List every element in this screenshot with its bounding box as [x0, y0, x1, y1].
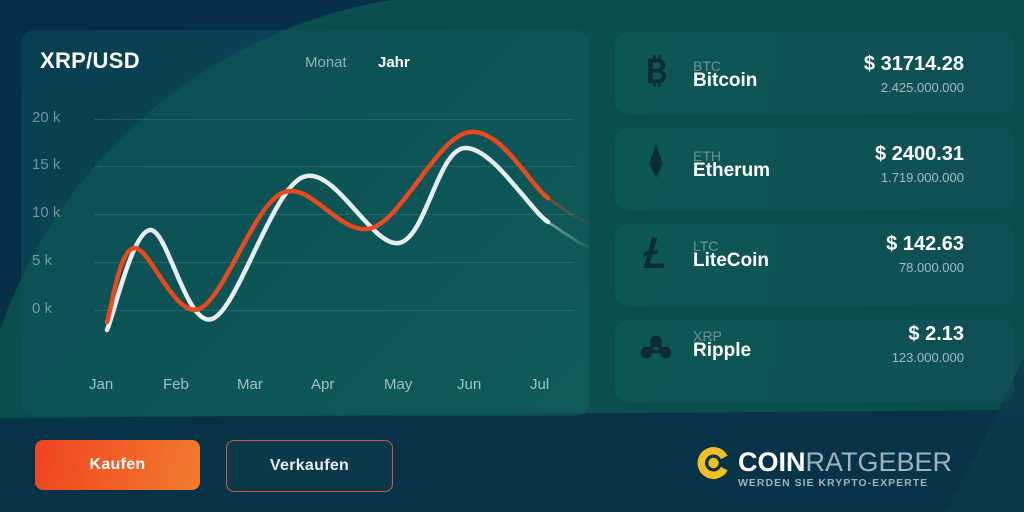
svg-text:COINRATGEBER: COINRATGEBER — [738, 447, 952, 477]
svg-text:WERDEN SIE KRYPTO-EXPERTE: WERDEN SIE KRYPTO-EXPERTE — [738, 477, 928, 489]
